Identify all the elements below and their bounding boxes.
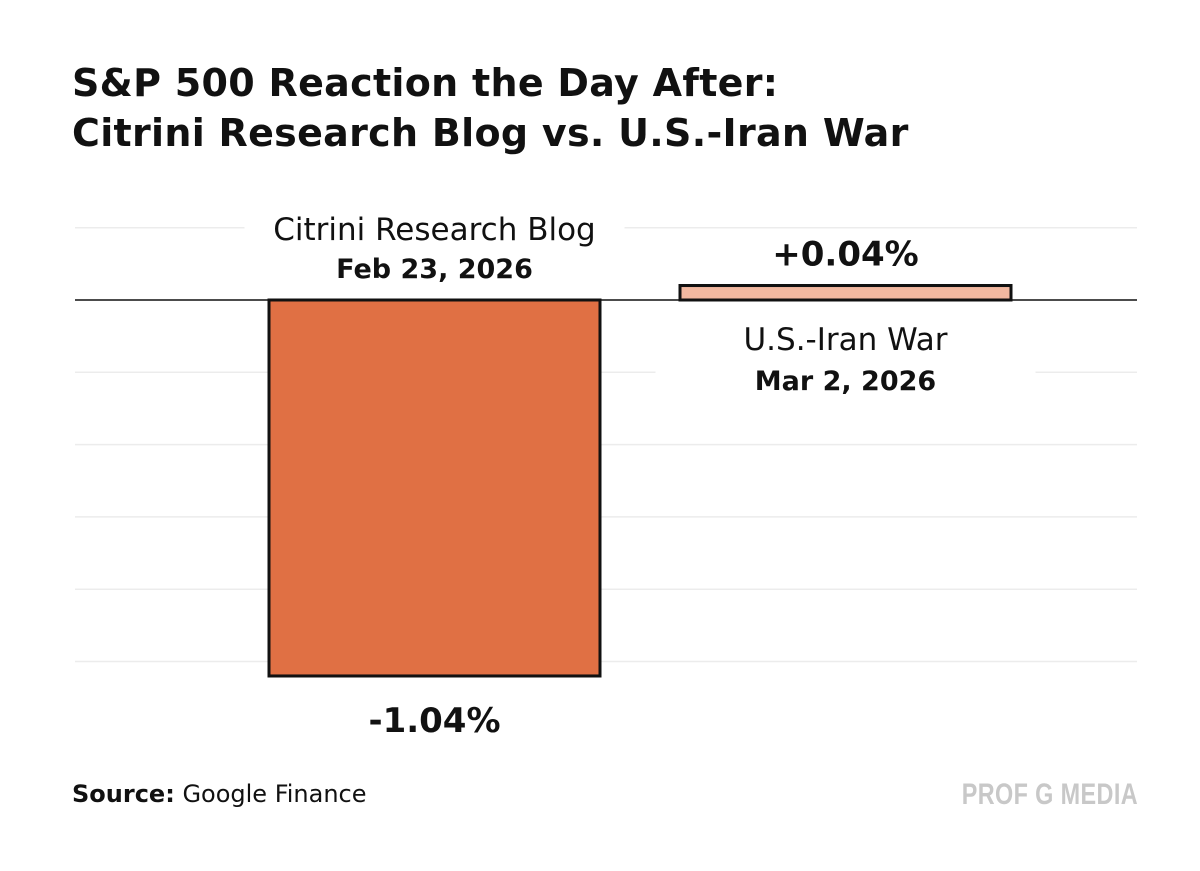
category-label: Citrini Research Blog [273, 212, 595, 248]
source-text: Google Finance [182, 780, 367, 808]
date-label: Mar 2, 2026 [755, 366, 936, 397]
bar-2-outline [678, 284, 1013, 302]
bar-1-outline [267, 298, 602, 678]
source-label: Source: [72, 780, 175, 808]
category-label: U.S.-Iran War [743, 322, 947, 358]
label-background [244, 210, 625, 290]
chart-title: S&P 500 Reaction the Day After: Citrini … [72, 58, 909, 158]
watermark-logo: PROF G MEDIA [961, 778, 1138, 811]
value-label: -1.04% [368, 701, 500, 741]
title-line-2: Citrini Research Blog vs. U.S.-Iran War [72, 111, 909, 155]
source-note: Source: Google Finance [72, 780, 367, 808]
value-label: +0.04% [772, 235, 918, 275]
date-label: Feb 23, 2026 [336, 254, 533, 285]
label-background [655, 320, 1036, 402]
title-line-1: S&P 500 Reaction the Day After: [72, 61, 779, 105]
